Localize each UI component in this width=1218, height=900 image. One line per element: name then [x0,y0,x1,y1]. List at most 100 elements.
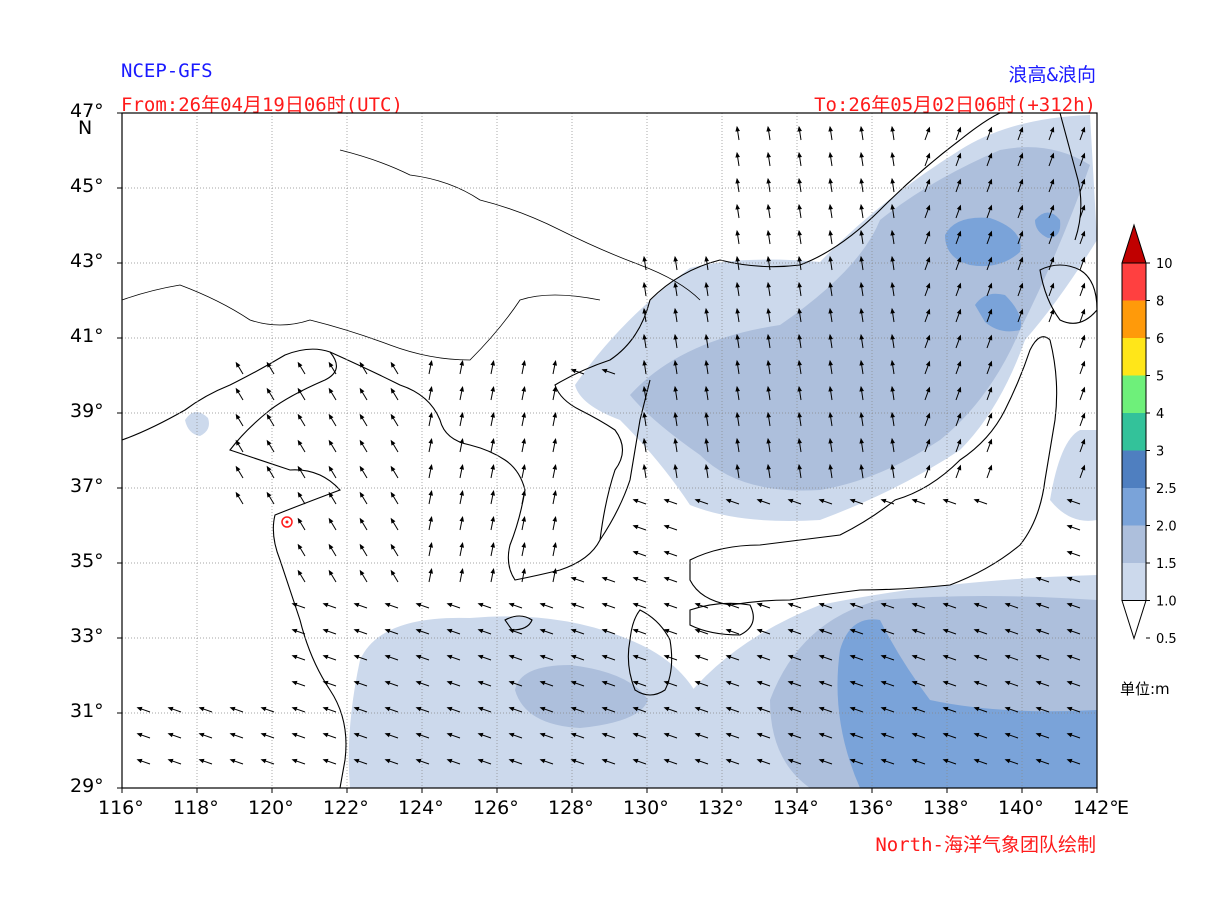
wave-arrowhead [756,706,763,712]
wave-arrowhead [390,491,396,498]
wave-arrowhead [787,498,794,504]
wave-arrowhead [956,126,962,133]
wave-arrowhead [735,463,740,470]
wave-arrowhead [570,732,577,738]
wave-arrowhead [260,706,267,712]
wave-arrowhead [766,359,771,366]
wave-arrowhead [849,680,856,686]
wave-arrowhead [539,602,546,608]
wave-arrowhead [849,732,856,738]
wave-arrowhead [735,411,740,418]
wave-arrowhead [787,654,794,660]
wave-arrowhead [1049,256,1055,263]
wave-arrowhead [328,569,334,576]
wave-arrowhead [987,204,993,211]
wave-arrowhead [925,438,931,445]
wave-arrowhead [787,680,794,686]
wave-arrowhead [797,255,802,262]
wave-arrowhead [428,515,433,522]
lon-tick-label: 140° [998,797,1044,819]
from-time-label: From:26年04月19日06时(UTC) [121,94,403,116]
wave-arrowhead [766,255,771,262]
wave-arrowhead [521,463,526,470]
wave-arrowhead [390,543,396,550]
wave-arrowhead [353,706,360,712]
wave-arrowhead [1035,628,1042,634]
wave-arrowhead [956,438,962,445]
lon-tick-label: 116° [98,797,144,819]
wave-arrowhead [925,178,931,185]
wave-arrowhead [673,281,678,288]
wave-arrowhead [694,628,701,634]
wave-arrowhead [694,602,701,608]
to-time-label: To:26年05月02日06时(+312h) [814,94,1096,116]
lat-tick-label: 43° [70,250,104,272]
wave-arrowhead [428,385,433,392]
wave-arrowhead [601,758,608,764]
wave-arrowhead [911,680,918,686]
wave-arrowhead [490,385,495,392]
wave-arrowhead [490,411,495,418]
wave-arrowhead [459,567,464,574]
wave-arrowhead [1018,230,1024,237]
wave-arrowhead [987,464,993,471]
wave-arrowhead [632,732,639,738]
wave-arrowhead [735,281,740,288]
wave-arrowhead [766,125,771,132]
lon-suffix: E [1117,797,1130,819]
wave-arrowhead [384,628,391,634]
colorbar-max-extend [1121,223,1147,264]
wave-arrowhead [601,680,608,686]
wave-arrowhead [766,281,771,288]
wave-arrowhead [521,359,526,366]
wave-arrowhead [632,628,639,634]
wave-arrowhead [1049,126,1055,133]
wave-arrowhead [725,602,732,608]
wave-arrowhead [987,282,993,289]
wave-arrowhead [797,307,802,314]
wave-arrowhead [756,654,763,660]
wave-arrowhead [725,732,732,738]
wave-arrowhead [1004,602,1011,608]
wave-arrowhead [925,126,931,133]
wave-arrowhead [1066,498,1073,504]
wave-arrowhead [1066,550,1073,556]
wave-arrowhead [198,732,205,738]
wave-arrowhead [890,151,895,158]
wave-arrowhead [673,307,678,314]
wave-arrowhead [632,498,639,504]
colorbar-tick-label: 8 [1156,295,1164,310]
wave-arrowhead [787,758,794,764]
wave-arrowhead [428,489,433,496]
wave-arrowhead [735,385,740,392]
wave-arrowhead [1080,256,1086,263]
wave-arrowhead [956,360,962,367]
wave-direction-arrows [136,125,1086,765]
wave-arrowhead [601,368,608,374]
wave-arrowhead [818,732,825,738]
wave-arrowhead [766,333,771,340]
wave-arrowhead [1049,308,1055,315]
wave-arrowhead [787,628,794,634]
wave-arrowhead [328,361,334,368]
wave-arrowhead [291,680,298,686]
wave-arrowhead [521,541,526,548]
wave-arrowhead [911,732,918,738]
wave-arrowhead [987,230,993,237]
wave-arrowhead [973,602,980,608]
wave-arrowhead [1035,706,1042,712]
wave-arrowhead [673,437,678,444]
wave-arrowhead [632,680,639,686]
colorbar-segment [1122,413,1146,451]
wave-arrowhead [570,602,577,608]
wave-arrowhead [735,125,740,132]
wave-arrowhead [704,411,709,418]
colorbar-segment [1122,450,1146,488]
wave-arrowhead [880,498,887,504]
lat-tick-label: 33° [70,625,104,647]
wave-arrowhead [459,541,464,548]
wave-arrowhead [1080,334,1086,341]
wave-arrowhead [925,464,931,471]
colorbar-tick-label: 1.0 [1156,595,1177,610]
